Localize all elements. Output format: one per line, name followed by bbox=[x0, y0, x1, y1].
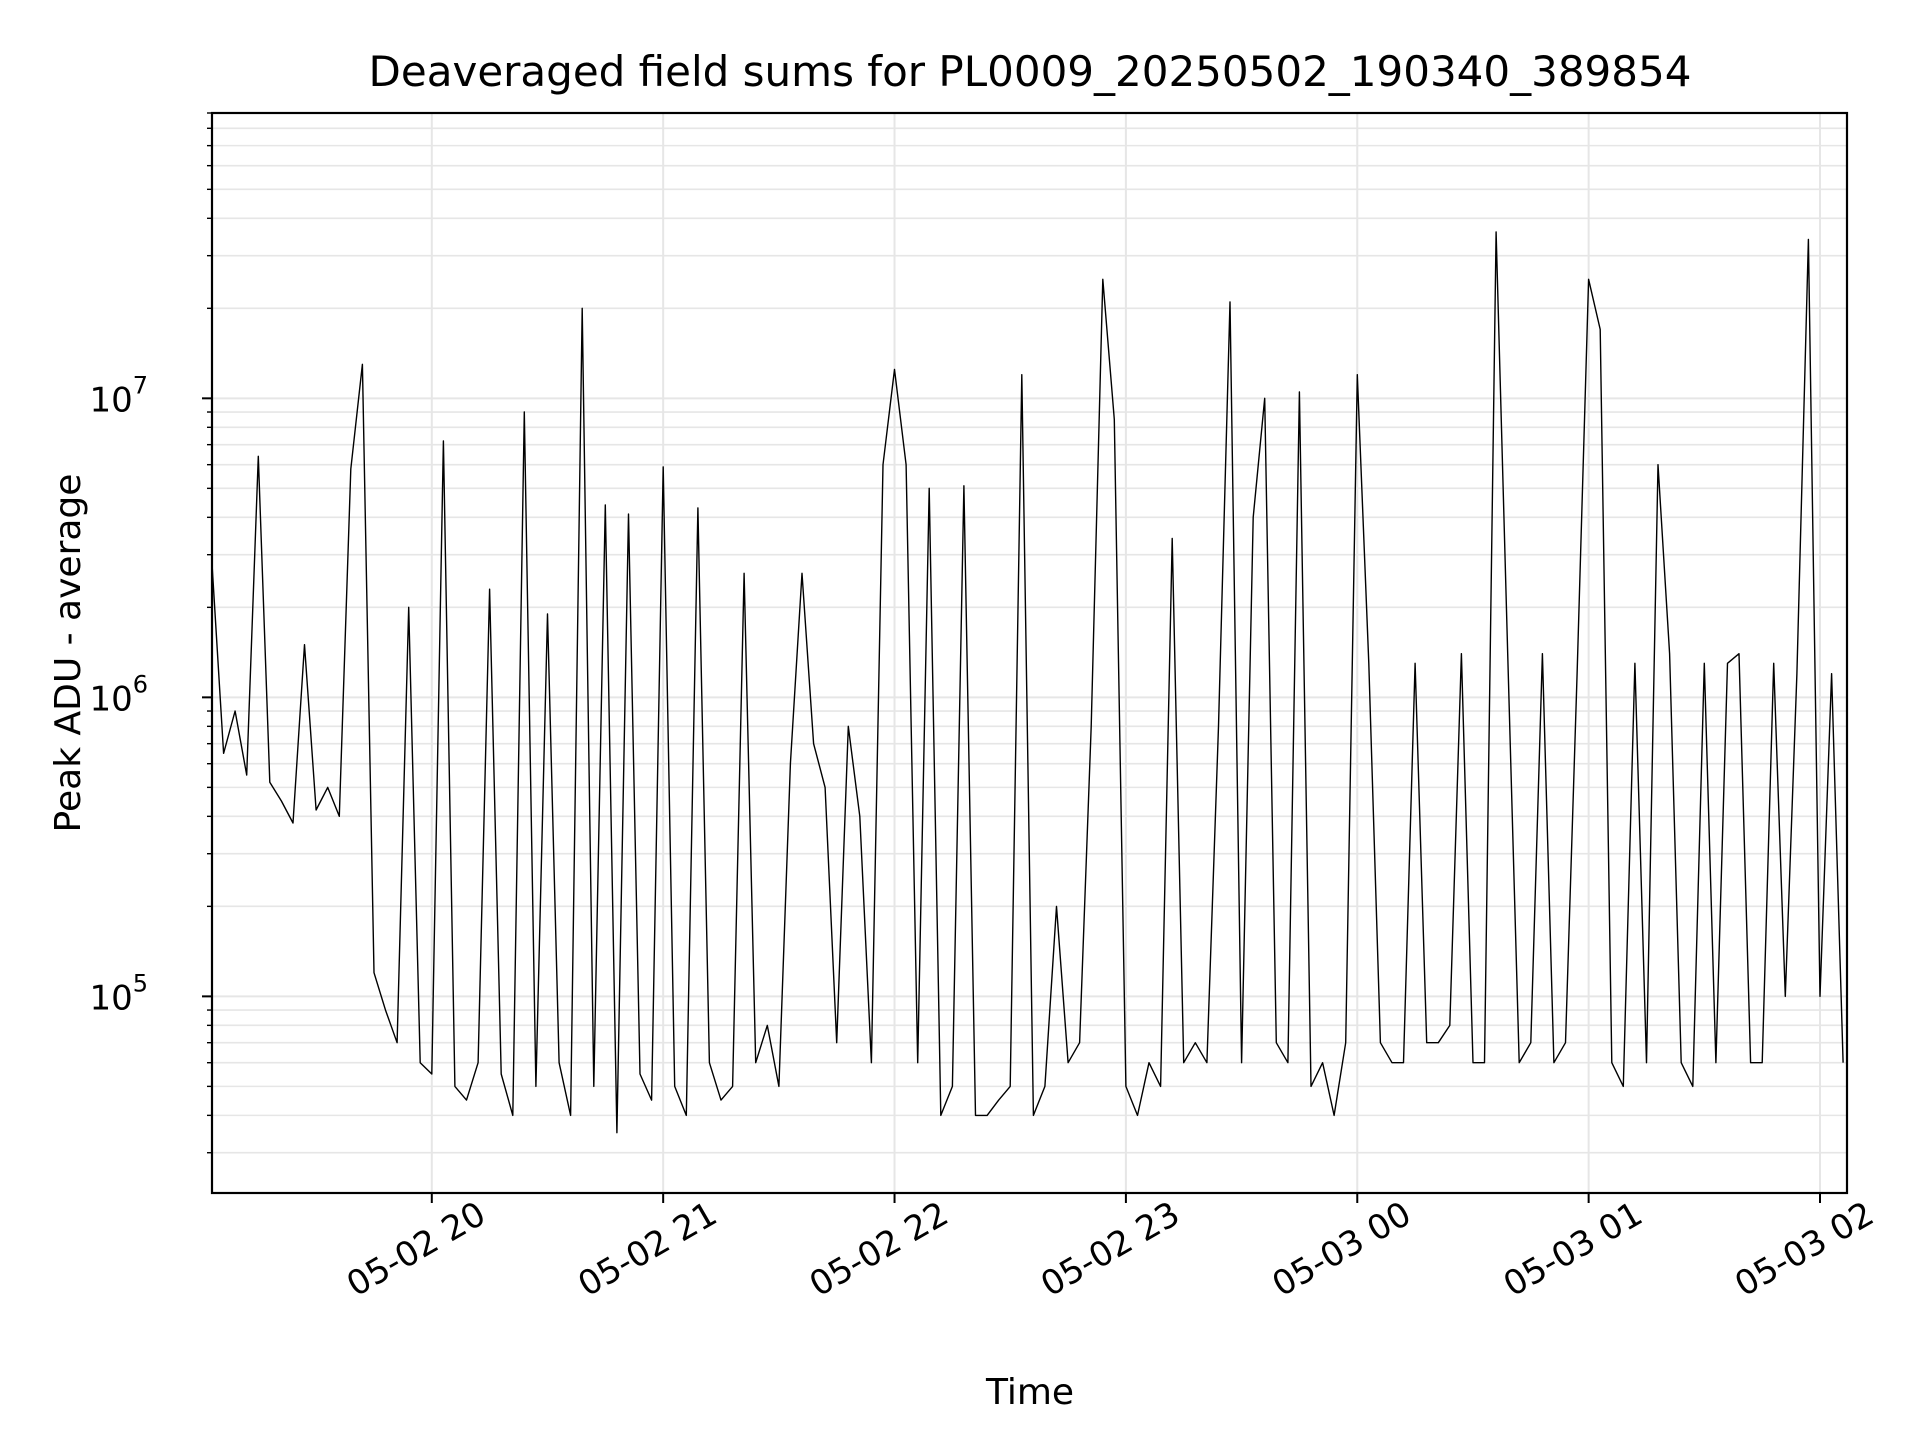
y-axis-label: Peak ADU - average bbox=[48, 474, 89, 833]
x-axis-label: Time bbox=[985, 1372, 1074, 1413]
y-tick-label: 106 bbox=[89, 670, 148, 719]
chart-title: Deaveraged field sums for PL0009_2025050… bbox=[369, 47, 1692, 96]
y-tick-label: 107 bbox=[89, 371, 148, 420]
plot-frame bbox=[210, 111, 1849, 1195]
plot-area bbox=[212, 231, 1844, 1134]
y-tick-label: 105 bbox=[89, 969, 148, 1018]
series-line bbox=[212, 231, 1844, 1134]
